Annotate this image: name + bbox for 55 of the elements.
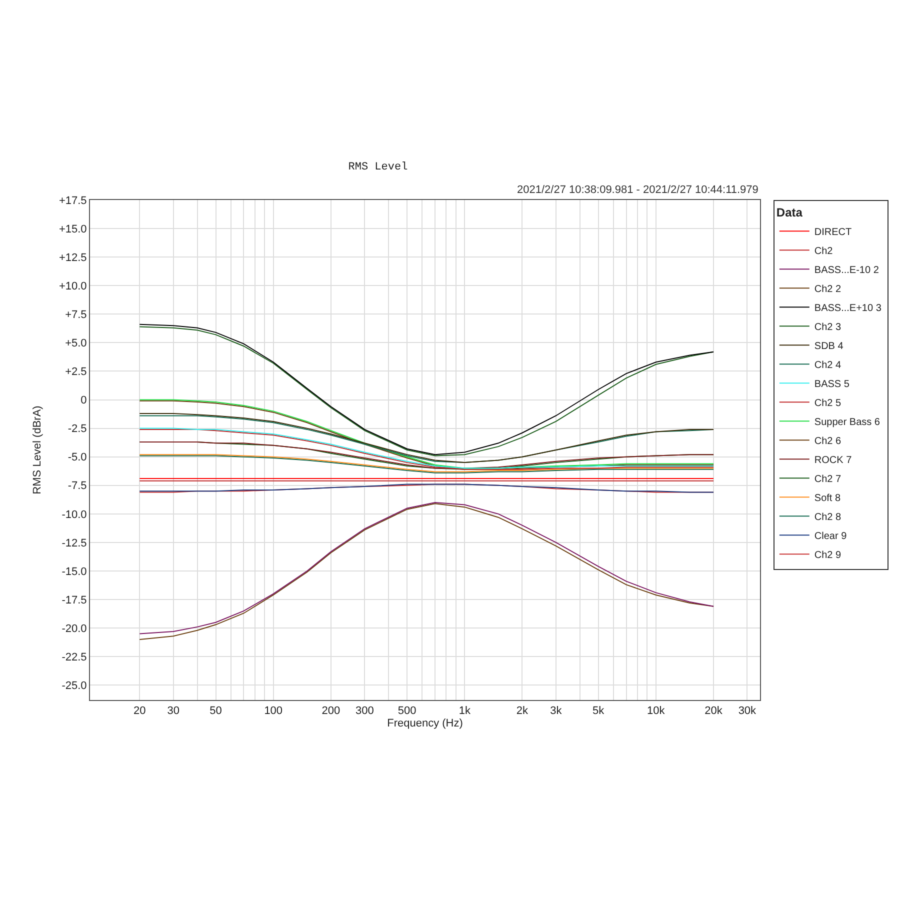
legend-label: Ch2 2: [814, 284, 842, 295]
y-tick-label: -15.0: [62, 566, 87, 578]
y-tick-label: +17.5: [58, 194, 87, 207]
legend-label: BASS...E-10 2: [814, 265, 880, 276]
x-tick-label: 50: [210, 705, 222, 718]
legend-label: DIRECT: [814, 227, 852, 238]
y-tick-label: -7.5: [68, 480, 87, 492]
legend-label: Ch2 6: [814, 436, 842, 447]
legend-title: Data: [776, 206, 803, 220]
x-tick-label: 3k: [550, 705, 562, 718]
y-tick-label: -22.5: [62, 651, 87, 664]
legend-label: BASS 5: [814, 379, 850, 390]
y-tick-label: -10.0: [62, 508, 87, 521]
y-tick-label: -2.5: [68, 423, 87, 436]
y-tick-label: +15.0: [58, 223, 87, 236]
x-tick-label: 500: [398, 705, 416, 718]
x-tick-label: 1k: [458, 705, 471, 718]
x-tick-label: 20: [134, 705, 146, 718]
legend-label: ROCK 7: [814, 455, 852, 466]
y-tick-label: +5.0: [65, 338, 87, 350]
y-tick-label: +2.5: [65, 366, 87, 378]
x-tick-label: 2k: [516, 705, 529, 718]
legend-label: Clear 9: [814, 531, 848, 542]
chart-subtitle: 2021/2/27 10:38:09.981 - 2021/2/27 10:44:11.979: [517, 184, 758, 196]
y-tick-label: +10.0: [58, 280, 87, 292]
y-axis-title: RMS Level (dBrA): [32, 406, 44, 494]
legend-label: SDB 4: [814, 341, 844, 352]
chart-title: RMS Level: [348, 162, 408, 174]
legend-label: Ch2: [814, 246, 834, 257]
x-tick-label: 200: [322, 705, 340, 718]
x-tick-label: 10k: [647, 705, 666, 718]
y-tick-label: -17.5: [62, 594, 87, 606]
legend-label: Ch2 4: [814, 360, 842, 371]
x-tick-label: 300: [355, 705, 374, 718]
legend-label: Ch2 5: [814, 398, 842, 409]
legend-label: BASS...E+10 3: [814, 303, 882, 314]
legend-label: Soft 8: [814, 493, 841, 504]
legend-label: Ch2 7: [814, 474, 842, 485]
y-tick-label: -20.0: [62, 622, 87, 635]
y-tick-label: +12.5: [58, 252, 87, 264]
legend-label: Ch2 9: [814, 550, 842, 561]
y-tick-label: +7.5: [65, 309, 87, 322]
y-tick-label: -25.0: [62, 680, 87, 692]
x-axis-title: Frequency (Hz): [387, 717, 463, 730]
y-tick-label: -5.0: [68, 452, 87, 464]
x-tick-label: 100: [264, 705, 283, 718]
legend-label: Supper Bass 6: [814, 417, 880, 428]
legend-label: Ch2 8: [814, 512, 842, 523]
y-tick-label: -12.5: [62, 537, 87, 550]
x-tick-label: 30k: [738, 705, 757, 718]
x-tick-label: 20k: [704, 705, 723, 718]
y-tick-label: 0: [80, 394, 87, 407]
x-tick-label: 30: [167, 705, 180, 718]
legend-label: Ch2 3: [814, 322, 842, 333]
x-tick-label: 5k: [592, 705, 605, 718]
